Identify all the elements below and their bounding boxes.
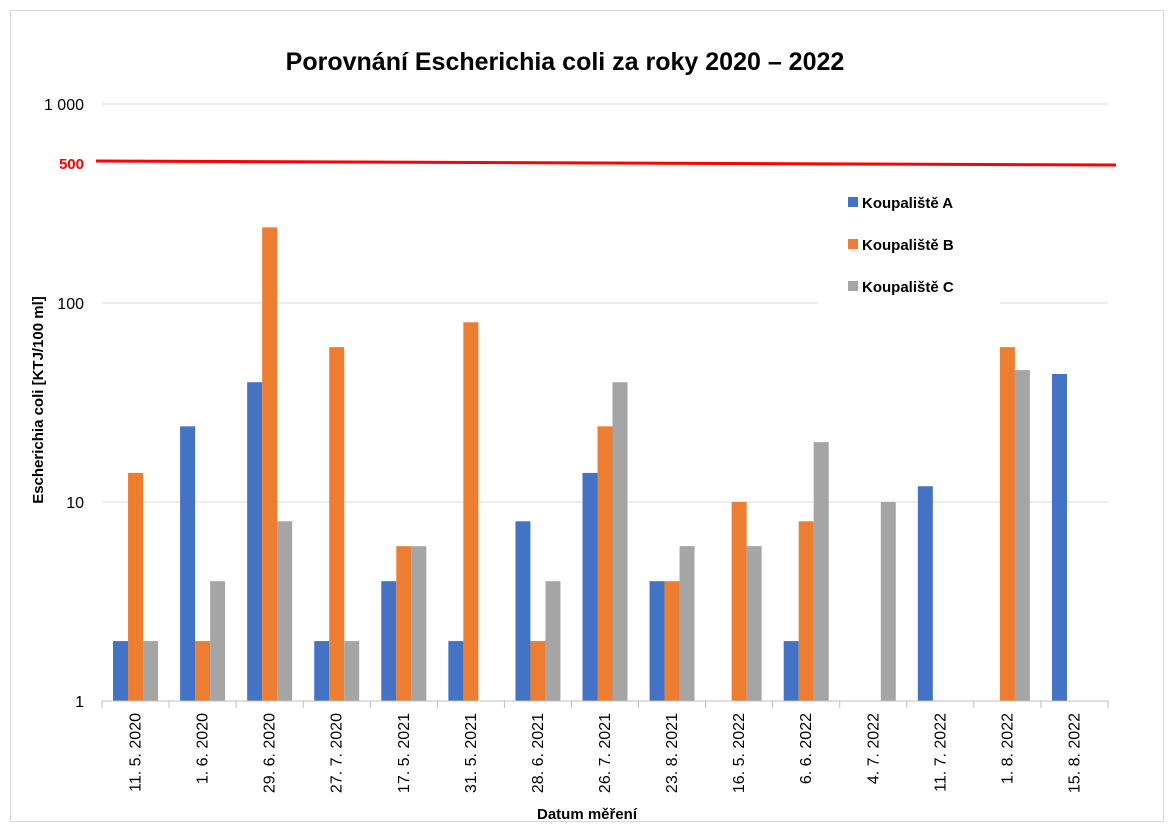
x-tick-label: 4. 7. 2022	[865, 713, 882, 784]
bar	[664, 581, 680, 701]
bars	[113, 227, 1067, 702]
bar	[411, 546, 427, 701]
bar	[880, 502, 896, 701]
bar	[999, 347, 1015, 701]
legend: Koupaliště A Koupaliště B Koupaliště C	[848, 195, 954, 296]
x-tick-label: 1. 6. 2020	[195, 713, 212, 784]
bar	[344, 641, 360, 701]
bar	[247, 382, 263, 701]
bar	[582, 472, 598, 701]
bar	[1051, 373, 1067, 701]
x-axis: 11. 5. 2020 1. 6. 2020 29. 6. 2020 27. 7. 2…	[101, 700, 1109, 793]
bar	[731, 502, 747, 701]
bar	[113, 641, 129, 701]
legend-label: Koupaliště A	[862, 195, 953, 212]
bar	[813, 442, 829, 701]
x-tick-label: 27. 7. 2020	[329, 713, 346, 793]
x-tick-label: 31. 5. 2021	[463, 713, 480, 793]
bar	[180, 426, 196, 701]
bar	[679, 546, 695, 701]
x-tick-label: 6. 6. 2022	[798, 713, 815, 784]
bar	[314, 641, 330, 701]
bar	[917, 486, 933, 701]
bar	[783, 641, 799, 701]
limit-line: 500	[59, 156, 1117, 173]
x-tick-label: 29. 6. 2020	[262, 713, 279, 793]
bar	[277, 521, 293, 701]
bar	[597, 426, 613, 701]
limit-line-stroke	[95, 159, 1117, 167]
bar	[195, 641, 211, 701]
bar	[381, 581, 397, 701]
x-tick-label: 26. 7. 2021	[597, 713, 614, 793]
bar	[262, 227, 278, 702]
bar	[545, 581, 561, 701]
x-tick-label: 11. 5. 2020	[128, 713, 145, 792]
y-tick-label: 1	[75, 694, 84, 711]
x-axis-title: Datum měření	[537, 806, 638, 823]
bar	[798, 521, 814, 701]
y-axis-title: Escherichia coli [KTJ/100 ml]	[30, 296, 47, 504]
bar	[649, 581, 665, 701]
x-tick-label: 28. 6. 2021	[530, 713, 547, 793]
x-tick-label: 17. 5. 2021	[396, 713, 413, 793]
legend-swatch	[848, 281, 858, 291]
legend-label: Koupaliště B	[862, 237, 954, 254]
legend-swatch	[848, 239, 858, 249]
x-tick-label: 1. 8. 2022	[999, 713, 1016, 784]
bar	[128, 472, 144, 701]
bar	[1014, 370, 1030, 701]
bar	[530, 641, 546, 701]
bar	[210, 581, 226, 701]
bar	[143, 641, 159, 701]
y-axis-ticks: 1 10 100 1 000	[44, 97, 84, 711]
y-tick-label: 1 000	[44, 97, 84, 114]
x-tick-label: 23. 8. 2021	[664, 713, 681, 793]
bar	[612, 382, 628, 701]
legend-label: Koupaliště C	[862, 279, 954, 296]
y-tick-label: 10	[66, 495, 84, 512]
chart-title: Porovnání Escherichia coli za roky 2020 …	[286, 48, 845, 76]
bar	[448, 641, 464, 701]
bar	[463, 322, 479, 701]
limit-line-label: 500	[59, 156, 84, 173]
bar	[396, 546, 412, 701]
bar	[515, 521, 531, 701]
bar	[746, 546, 762, 701]
y-tick-label: 100	[57, 296, 84, 313]
x-tick-label: 15. 8. 2022	[1066, 713, 1083, 793]
legend-swatch	[848, 197, 858, 207]
x-tick-label: 16. 5. 2022	[731, 713, 748, 793]
x-tick-label: 11. 7. 2022	[932, 713, 949, 792]
bar	[329, 347, 345, 701]
